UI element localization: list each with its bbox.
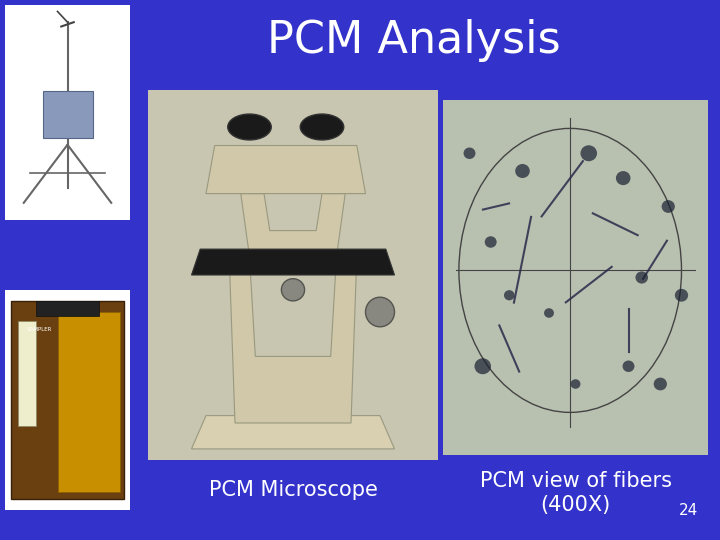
Text: 24: 24 (679, 503, 698, 518)
Bar (36, 301, 99, 316)
Bar (42, 91, 92, 138)
Ellipse shape (282, 279, 305, 301)
Bar (12, 301, 124, 499)
Text: PCM view of fibers
(400X): PCM view of fibers (400X) (480, 471, 672, 515)
Bar (148, 90, 438, 460)
Polygon shape (192, 416, 395, 449)
Ellipse shape (485, 236, 497, 248)
Ellipse shape (228, 114, 271, 140)
Polygon shape (206, 145, 366, 194)
Ellipse shape (570, 379, 580, 389)
Ellipse shape (580, 145, 597, 161)
Ellipse shape (464, 147, 475, 159)
Text: PCM Microscope: PCM Microscope (209, 480, 377, 500)
Bar (5, 290, 130, 510)
Ellipse shape (623, 361, 634, 372)
Text: SAMPLER: SAMPLER (26, 327, 52, 332)
Ellipse shape (662, 200, 675, 213)
Polygon shape (240, 194, 345, 256)
Ellipse shape (654, 377, 667, 390)
Bar (17, 321, 36, 427)
Bar (58, 312, 120, 492)
Ellipse shape (366, 297, 395, 327)
Bar (5, 5, 130, 220)
Polygon shape (192, 249, 395, 275)
Bar (443, 100, 708, 455)
Ellipse shape (516, 164, 530, 178)
Bar (443, 100, 708, 455)
Ellipse shape (504, 290, 515, 300)
Polygon shape (229, 256, 357, 423)
Text: PCM Analysis: PCM Analysis (267, 19, 561, 62)
Ellipse shape (544, 308, 554, 318)
Ellipse shape (474, 358, 491, 374)
Ellipse shape (636, 272, 648, 284)
Ellipse shape (616, 171, 631, 185)
Ellipse shape (675, 289, 688, 302)
Ellipse shape (300, 114, 343, 140)
